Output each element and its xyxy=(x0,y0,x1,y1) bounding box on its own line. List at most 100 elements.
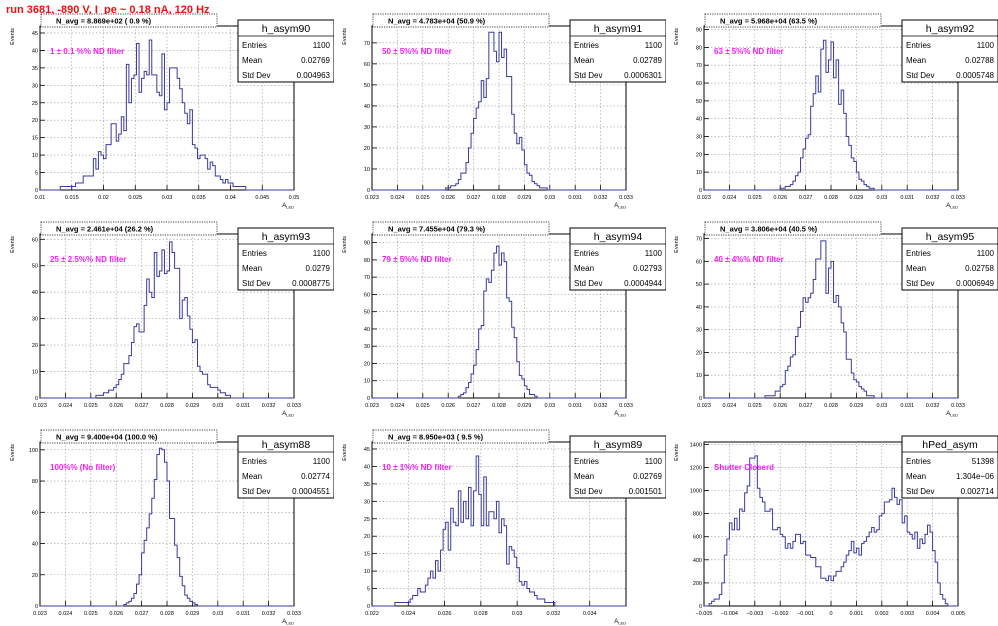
stats-label: Mean xyxy=(906,472,926,481)
x-tick-label: 0.024 xyxy=(391,195,405,201)
stats-label: Std Dev xyxy=(242,487,270,496)
y-tick-label: 0 xyxy=(699,604,702,610)
x-tick-label: 0.031 xyxy=(236,403,250,409)
filter-annotation: 100%% (No filter) xyxy=(50,463,116,472)
y-tick-label: 70 xyxy=(696,63,702,69)
x-tick-label: 0.03 xyxy=(162,195,173,201)
stats-label: Std Dev xyxy=(906,487,934,496)
x-tick-label: 0.031 xyxy=(568,403,582,409)
y-axis-label: Events xyxy=(674,28,680,45)
x-tick-label: 0.028 xyxy=(492,403,506,409)
x-tick-label: 0.027 xyxy=(467,403,481,409)
x-tick-label: 0.002 xyxy=(875,611,889,617)
stats-label: Entries xyxy=(906,41,931,50)
stats-box xyxy=(237,435,334,499)
y-tick-label: 0 xyxy=(699,188,702,194)
x-tick-label: 0.027 xyxy=(135,403,149,409)
y-tick-label: 60 xyxy=(32,510,38,516)
x-tick-label: 0.024 xyxy=(59,611,73,617)
histogram-panel-h_asym88: 0.023 0.024 0.025 0.026 0.027 0.028 0.029 0.03 0… xyxy=(10,429,334,626)
y-tick-label: 90 xyxy=(364,241,370,247)
title-box xyxy=(40,13,218,28)
x-tick-label: 0.029 xyxy=(186,611,200,617)
x-tick-label: 0.026 xyxy=(109,403,123,409)
y-axis-label: Events xyxy=(674,236,680,253)
y-tick-label: 50 xyxy=(32,264,38,270)
x-tick-label: 0.029 xyxy=(850,403,864,409)
stats-label: Mean xyxy=(242,264,262,273)
x-tick-label: 0.02 xyxy=(98,195,109,201)
stats-label: Mean xyxy=(574,472,594,481)
x-tick-label: 0.03 xyxy=(544,403,555,409)
histogram-line xyxy=(372,31,626,191)
x-tick-label: 0.025 xyxy=(84,403,98,409)
x-tick-label: 0.031 xyxy=(568,195,582,201)
stats-value: 1100 xyxy=(313,41,331,50)
x-tick-label: 0.028 xyxy=(492,195,506,201)
y-tick-label: 30 xyxy=(696,135,702,141)
stats-histogram-name: h_asym93 xyxy=(262,231,311,243)
stats-label: Entries xyxy=(242,457,267,466)
y-tick-label: 0 xyxy=(367,604,370,610)
y-tick-label: 20 xyxy=(364,146,370,152)
histogram-title: N_avg = 3.806e+04 (40.5 %) xyxy=(720,225,818,234)
y-tick-label: 0 xyxy=(367,396,370,402)
stats-box xyxy=(237,19,334,83)
y-tick-label: 25 xyxy=(32,101,38,107)
y-axis-label: Events xyxy=(342,28,348,45)
y-tick-label: 0 xyxy=(699,396,702,402)
stats-label: Entries xyxy=(574,457,599,466)
stats-label: Entries xyxy=(906,249,931,258)
y-tick-label: 70 xyxy=(364,41,370,47)
y-tick-label: 30 xyxy=(32,83,38,89)
y-tick-label: 50 xyxy=(696,282,702,288)
x-tick-label: 0.03 xyxy=(512,611,523,617)
stats-histogram-name: h_asym89 xyxy=(594,439,643,451)
x-tick-label: 0.028 xyxy=(824,195,838,201)
y-tick-label: 30 xyxy=(364,344,370,350)
x-tick-label: 0.026 xyxy=(109,611,123,617)
x-tick-label: 0.005 xyxy=(951,611,965,617)
x-tick-label: 0.03 xyxy=(212,611,223,617)
stats-value: 0.02758 xyxy=(965,264,994,273)
x-tick-label: 0.028 xyxy=(160,611,174,617)
y-tick-label: 20 xyxy=(696,152,702,158)
y-tick-label: 35 xyxy=(364,482,370,488)
y-tick-label: 90 xyxy=(696,28,702,34)
x-tick-label: 0.015 xyxy=(65,195,79,201)
y-axis-label: Events xyxy=(10,236,16,253)
x-tick-label: 0.04 xyxy=(225,195,236,201)
x-tick-label: 0.033 xyxy=(951,195,965,201)
x-tick-label: 0.032 xyxy=(594,195,608,201)
stats-histogram-name: h_asym92 xyxy=(926,23,975,35)
histogram-panel-h_asym94: 0.023 0.024 0.025 0.026 0.027 0.028 0.029 0.03 0… xyxy=(342,221,666,418)
x-tick-label: 0.03 xyxy=(876,195,887,201)
x-tick-label: 0.03 xyxy=(544,195,555,201)
histogram-title: N_avg = 8.950e+03 ( 9.5 %) xyxy=(388,433,484,442)
x-tick-label: −0.005 xyxy=(696,611,713,617)
y-tick-label: 80 xyxy=(364,258,370,264)
title-box xyxy=(704,221,882,236)
stats-label: Mean xyxy=(242,56,262,65)
y-tick-label: 40 xyxy=(32,290,38,296)
x-tick-label: 0.026 xyxy=(441,195,455,201)
y-tick-label: 50 xyxy=(364,310,370,316)
x-tick-label: 0.023 xyxy=(33,403,47,409)
title-box xyxy=(372,429,550,444)
title-box xyxy=(372,13,550,28)
histogram-line xyxy=(704,39,958,191)
stats-value: 0.02788 xyxy=(965,56,994,65)
y-tick-label: 5 xyxy=(35,171,38,177)
x-tick-label: 0.025 xyxy=(416,403,430,409)
stats-label: Std Dev xyxy=(574,71,602,80)
y-tick-label: 400 xyxy=(693,558,702,564)
stats-box xyxy=(237,227,334,291)
stats-label: Mean xyxy=(574,56,594,65)
y-tick-label: 50 xyxy=(696,99,702,105)
x-tick-label: −0.004 xyxy=(721,611,738,617)
y-tick-label: 60 xyxy=(32,237,38,243)
stats-value: 0.001501 xyxy=(629,487,663,496)
y-tick-label: 600 xyxy=(693,535,702,541)
x-tick-label: 0.028 xyxy=(824,403,838,409)
y-tick-label: 40 xyxy=(364,327,370,333)
